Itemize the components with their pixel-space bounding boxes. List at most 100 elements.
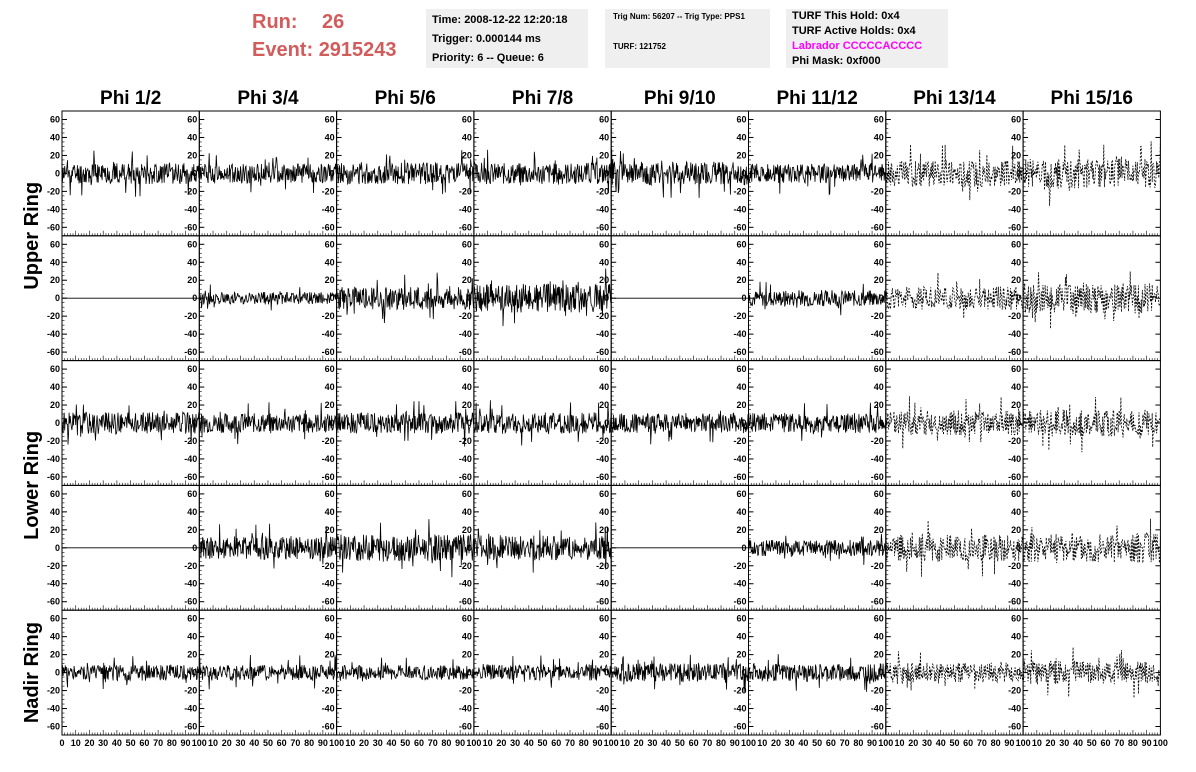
- y-tick-label: 0: [1016, 668, 1021, 678]
- y-tick-label: 0: [330, 293, 335, 303]
- y-tick-label: -60: [871, 597, 884, 607]
- y-tick-label: -40: [322, 204, 335, 214]
- panel-frame: [1022, 484, 1161, 611]
- y-tick-label: 40: [50, 132, 60, 142]
- y-tick-label: -60: [871, 347, 884, 357]
- y-tick-label: -60: [1008, 722, 1021, 732]
- y-tick-label: 20: [736, 400, 746, 410]
- y-tick-label: -40: [596, 204, 609, 214]
- x-tick-label: 30: [510, 738, 520, 748]
- x-tick-label: 40: [112, 738, 122, 748]
- y-tick-label: -20: [47, 436, 60, 446]
- y-tick-label: 20: [50, 650, 60, 660]
- y-tick-label: 0: [467, 668, 472, 678]
- x-tick-label: 100: [329, 738, 344, 748]
- y-tick-label: 40: [1011, 132, 1021, 142]
- y-tick-label: -20: [184, 686, 197, 696]
- y-tick-label: -40: [1008, 204, 1021, 214]
- waveform-trace: [1022, 647, 1161, 699]
- y-tick-label: 20: [1011, 400, 1021, 410]
- y-tick-label: 0: [1016, 168, 1021, 178]
- y-tick-label: 20: [874, 275, 884, 285]
- y-tick-label: -40: [733, 579, 746, 589]
- x-tick-label: 100: [604, 738, 619, 748]
- y-tick-label: -40: [322, 454, 335, 464]
- y-tick-label: 0: [467, 543, 472, 553]
- y-tick-label: 40: [599, 257, 609, 267]
- x-tick-label: 60: [826, 738, 836, 748]
- y-tick-label: 0: [741, 418, 746, 428]
- x-tick-label: 50: [126, 738, 136, 748]
- turf-info-box: TURF This Hold: 0x4 TURF Active Holds: 0…: [786, 9, 948, 68]
- y-tick-label: 40: [736, 382, 746, 392]
- y-tick-label: -40: [596, 704, 609, 714]
- y-tick-label: 0: [467, 168, 472, 178]
- y-tick-label: -60: [47, 347, 60, 357]
- x-tick-label: 80: [853, 738, 863, 748]
- y-tick-label: 40: [325, 632, 335, 642]
- y-tick-label: 40: [599, 507, 609, 517]
- y-tick-label: 40: [736, 257, 746, 267]
- x-tick-label: 20: [496, 738, 506, 748]
- y-tick-label: 0: [55, 543, 60, 553]
- x-tick-label: 70: [840, 738, 850, 748]
- y-tick-label: 20: [187, 150, 197, 160]
- panel-frame: [1022, 360, 1161, 486]
- y-tick-label: 20: [50, 525, 60, 535]
- panel-frame: [473, 360, 612, 486]
- y-tick-label: -60: [184, 222, 197, 232]
- waveform-trace: [885, 272, 1024, 319]
- y-tick-label: -60: [184, 597, 197, 607]
- y-tick-label: 0: [604, 418, 609, 428]
- x-tick-label: 80: [716, 738, 726, 748]
- waveform-trace: [336, 519, 475, 578]
- x-tick-label: 90: [730, 738, 740, 748]
- x-tick-label: 40: [936, 738, 946, 748]
- column-header: Phi 11/12: [776, 88, 857, 109]
- y-tick-label: 60: [187, 239, 197, 249]
- y-tick-label: 20: [325, 650, 335, 660]
- y-tick-label: 60: [736, 114, 746, 124]
- y-tick-label: 60: [462, 239, 472, 249]
- y-tick-label: -40: [184, 579, 197, 589]
- y-tick-label: 40: [1011, 507, 1021, 517]
- y-tick-label: 20: [50, 150, 60, 160]
- y-tick-label: 20: [1011, 150, 1021, 160]
- waveform-trace: [473, 522, 612, 573]
- y-tick-label: -60: [871, 472, 884, 482]
- y-tick-label: -20: [184, 186, 197, 196]
- y-tick-label: -60: [47, 472, 60, 482]
- x-tick-label: 30: [922, 738, 932, 748]
- x-tick-label: 10: [208, 738, 218, 748]
- y-tick-label: 0: [604, 293, 609, 303]
- x-tick-label: 90: [1004, 738, 1014, 748]
- waveform-trace: [1022, 271, 1161, 329]
- waveform-trace: [885, 520, 1024, 577]
- y-tick-label: 0: [330, 668, 335, 678]
- y-tick-label: -60: [459, 472, 472, 482]
- x-tick-label: 30: [785, 738, 795, 748]
- y-tick-label: 60: [736, 614, 746, 624]
- y-tick-label: 40: [462, 132, 472, 142]
- y-tick-label: 20: [736, 650, 746, 660]
- y-tick-label: 0: [330, 168, 335, 178]
- waveform-trace: [885, 651, 1024, 691]
- waveform-trace: [473, 655, 612, 688]
- y-tick-label: 40: [599, 382, 609, 392]
- waveform-trace: [1022, 396, 1161, 453]
- y-tick-label: -60: [47, 222, 60, 232]
- y-tick-label: 20: [325, 400, 335, 410]
- y-tick-label: 60: [874, 114, 884, 124]
- x-tick-label: 80: [441, 738, 451, 748]
- y-tick-label: 40: [599, 132, 609, 142]
- y-tick-label: 20: [736, 275, 746, 285]
- waveform-trace: [1022, 518, 1161, 564]
- y-tick-label: 20: [1011, 275, 1021, 285]
- waveform-trace: [748, 533, 887, 565]
- x-tick-label: 80: [991, 738, 1001, 748]
- y-tick-label: -40: [184, 454, 197, 464]
- y-tick-label: -20: [733, 186, 746, 196]
- y-tick-label: -20: [733, 686, 746, 696]
- y-tick-label: 40: [462, 257, 472, 267]
- x-tick-label: 40: [1073, 738, 1083, 748]
